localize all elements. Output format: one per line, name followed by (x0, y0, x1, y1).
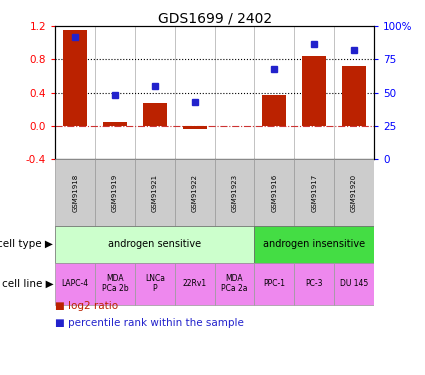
Bar (294, 263, 334, 305)
Text: ■ log2 ratio: ■ log2 ratio (55, 301, 119, 311)
Text: GSM91922: GSM91922 (192, 174, 198, 211)
Text: GSM91923: GSM91923 (232, 174, 238, 211)
Text: cell line ▶: cell line ▶ (2, 279, 53, 289)
Bar (95, 159, 135, 226)
Bar (342, 66, 366, 126)
Text: ■ percentile rank within the sample: ■ percentile rank within the sample (55, 318, 244, 328)
Bar (334, 159, 374, 226)
Text: LAPC-4: LAPC-4 (62, 279, 89, 288)
Bar (135, 263, 175, 305)
Text: 22Rv1: 22Rv1 (183, 279, 207, 288)
Bar (294, 159, 334, 226)
Text: MDA
PCa 2a: MDA PCa 2a (221, 274, 248, 293)
Bar (183, 126, 207, 129)
Bar (302, 56, 326, 126)
Bar (175, 263, 215, 305)
Text: MDA
PCa 2b: MDA PCa 2b (102, 274, 128, 293)
Text: GSM91919: GSM91919 (112, 173, 118, 211)
Bar (143, 103, 167, 126)
Text: cell type ▶: cell type ▶ (0, 239, 53, 249)
Text: PC-3: PC-3 (306, 279, 323, 288)
Text: GSM91916: GSM91916 (272, 173, 278, 211)
Text: GSM91918: GSM91918 (72, 173, 78, 211)
Bar (255, 263, 294, 305)
Bar (255, 226, 374, 263)
Text: GSM91921: GSM91921 (152, 174, 158, 211)
Bar (55, 263, 95, 305)
Title: GDS1699 / 2402: GDS1699 / 2402 (158, 11, 272, 25)
Text: PPC-1: PPC-1 (264, 279, 286, 288)
Bar (255, 159, 294, 226)
Bar (63, 30, 87, 126)
Bar (103, 122, 127, 126)
Text: androgen insensitive: androgen insensitive (263, 239, 366, 249)
Text: GSM91920: GSM91920 (351, 174, 357, 211)
Text: LNCa
P: LNCa P (145, 274, 165, 293)
Bar (215, 159, 255, 226)
Text: DU 145: DU 145 (340, 279, 368, 288)
Bar (135, 159, 175, 226)
Bar (334, 263, 374, 305)
Bar (175, 159, 215, 226)
Bar (95, 263, 135, 305)
Bar (55, 159, 95, 226)
Text: GSM91917: GSM91917 (311, 173, 317, 211)
Bar (215, 263, 255, 305)
Bar (55, 226, 255, 263)
Text: androgen sensitive: androgen sensitive (108, 239, 201, 249)
Bar (262, 95, 286, 126)
